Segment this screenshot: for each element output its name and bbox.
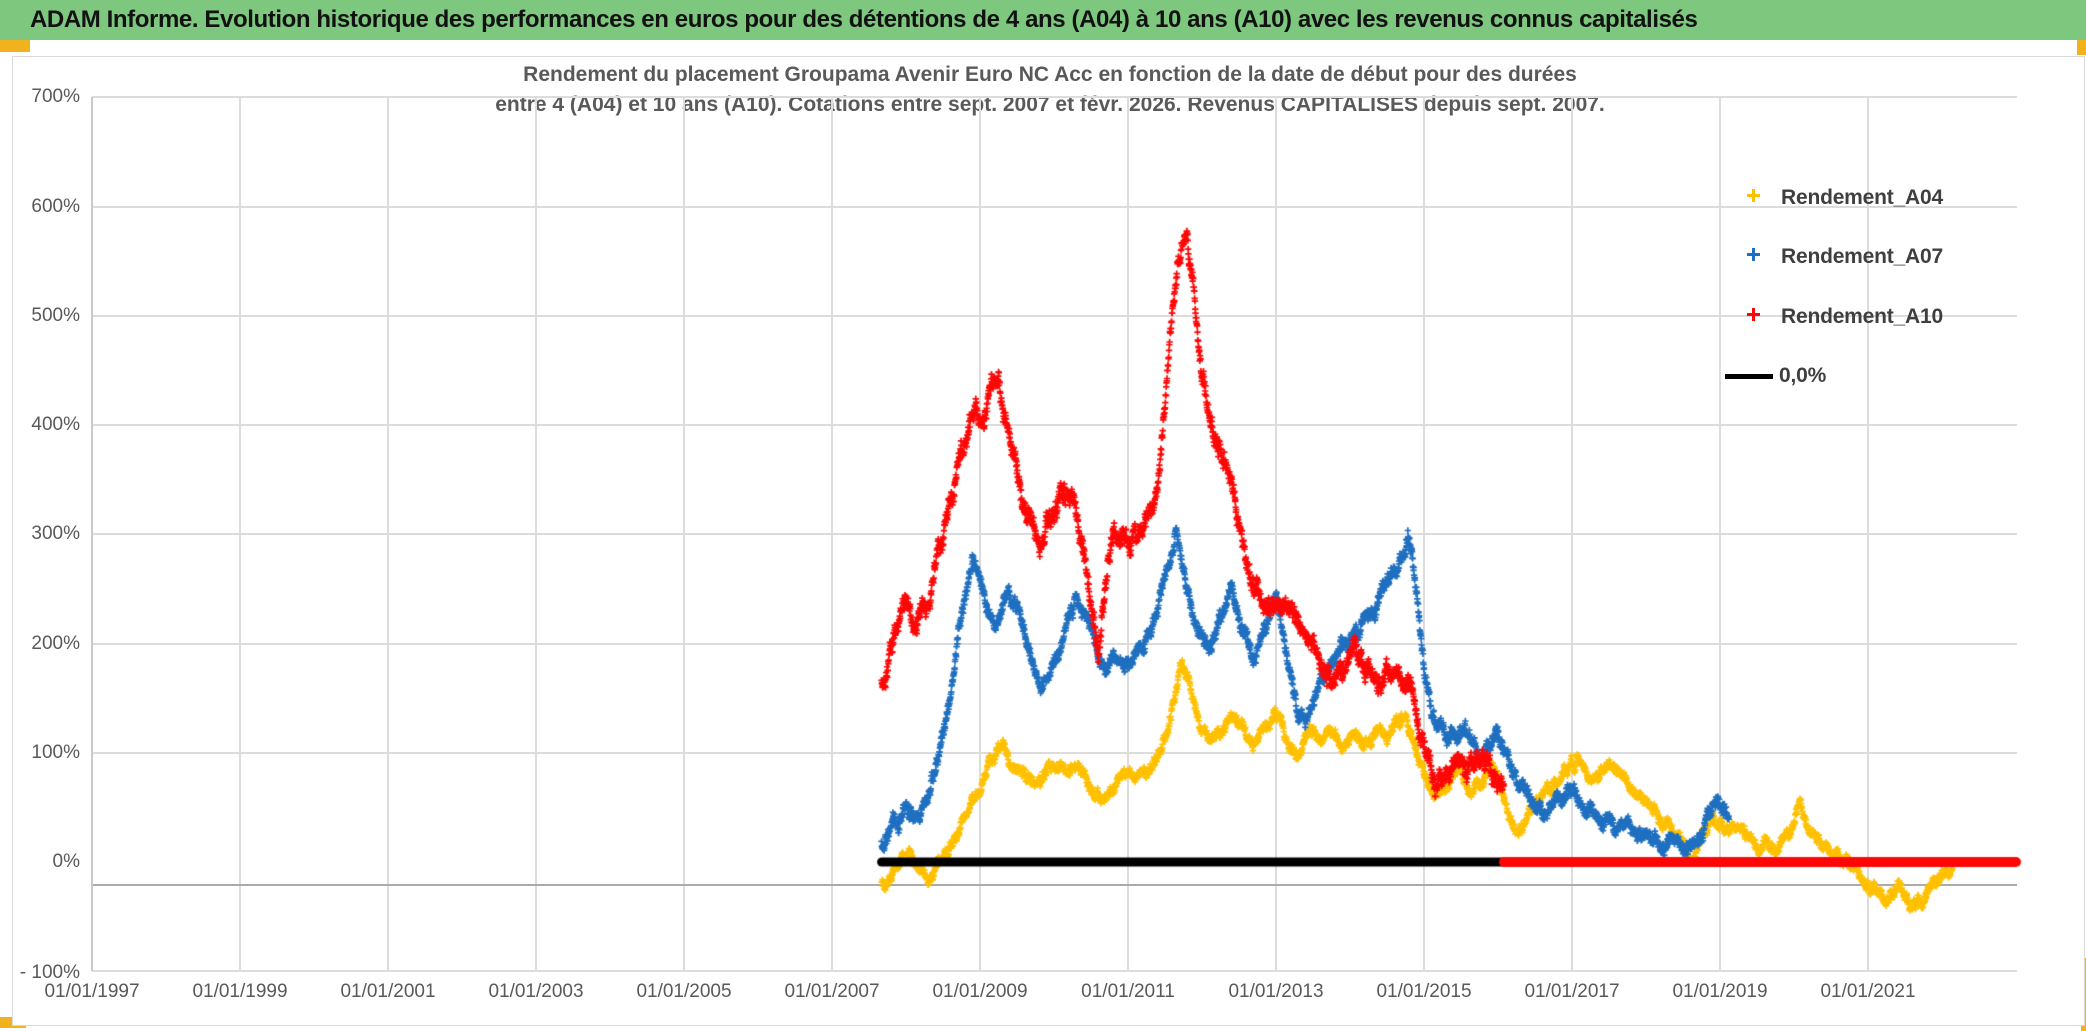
y-axis-tick-label: - 100% [19, 962, 80, 983]
y-axis-tick-label: 200% [31, 632, 80, 654]
y-axis-tick-label: 700% [31, 86, 80, 108]
y-axis-tick-label: 500% [31, 304, 80, 326]
legend-label: 0,0% [1779, 364, 1827, 387]
y-axis-tick-label: 400% [31, 414, 80, 435]
legend-item-zero-line[interactable]: 0,0% [1725, 363, 1826, 389]
x-axis-tick-label: 01/01/2001 [340, 981, 436, 1002]
legend-item-rendement-a10[interactable]: Rendement_A10 [1725, 304, 1943, 330]
y-axis-tick-label: 0% [52, 851, 80, 872]
plus-marker-icon [1725, 189, 1781, 207]
y-axis-tick-label: 600% [31, 195, 80, 217]
legend-item-rendement-a07[interactable]: Rendement_A07 [1725, 244, 1943, 270]
x-axis-tick-label: 01/01/2011 [1081, 981, 1175, 1002]
plus-marker-icon [1725, 248, 1781, 266]
x-axis-tick-label: 01/01/2005 [636, 981, 732, 1002]
x-axis-tick-label: 01/01/2015 [1376, 981, 1472, 1002]
x-axis-tick-label: 01/01/2007 [784, 981, 880, 1002]
x-axis-tick-label: 01/01/2017 [1524, 981, 1620, 1002]
zero-line-icon [1725, 373, 1773, 379]
legend-item-rendement-a04[interactable]: Rendement_A04 [1725, 185, 1943, 211]
x-axis-tick-label: 01/01/2009 [932, 981, 1028, 1002]
x-axis-tick-label: 01/01/1999 [192, 981, 288, 1002]
x-axis-tick-label: 01/01/2013 [1228, 981, 1324, 1002]
legend-label: Rendement_A10 [1781, 305, 1943, 328]
legend-label: Rendement_A04 [1781, 186, 1943, 209]
legend-label: Rendement_A07 [1781, 245, 1943, 268]
y-axis-tick-label: 300% [31, 523, 80, 545]
plus-marker-icon [1725, 308, 1781, 326]
y-axis-tick-label: 100% [31, 741, 80, 763]
x-axis-tick-label: 01/01/2003 [488, 981, 584, 1002]
x-axis-tick-label: 01/01/2021 [1820, 981, 1916, 1002]
x-axis-tick-label: 01/01/2019 [1672, 981, 1768, 1002]
x-axis-tick-label: 01/01/1997 [44, 981, 140, 1002]
